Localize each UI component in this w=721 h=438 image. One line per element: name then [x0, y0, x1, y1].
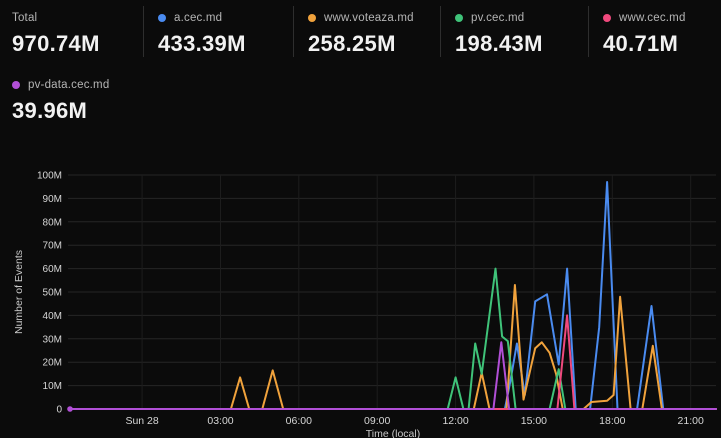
- legend-dot-icon: [12, 81, 20, 89]
- stats-row-1: Total 970.74M a.cec.md 433.39M www.votea…: [0, 6, 721, 57]
- y-axis-title: Number of Events: [13, 250, 25, 334]
- x-tick-label: 06:00: [286, 415, 312, 427]
- stat-www-voteaza-md[interactable]: www.voteaza.md 258.25M: [293, 6, 440, 57]
- y-tick-label: 0: [56, 405, 62, 416]
- y-tick-label: 70M: [43, 241, 62, 252]
- events-over-time-chart[interactable]: 0 10M 20M 30M 40M 50M 60M 70M 80M 90M 100M Sun 28 03…: [0, 160, 721, 438]
- stat-label: a.cec.md: [174, 12, 223, 24]
- y-tick-label: 40M: [43, 311, 62, 322]
- y-tick-label: 90M: [43, 194, 62, 205]
- legend-dot-icon: [308, 14, 316, 22]
- x-tick-label: 15:00: [521, 415, 547, 427]
- stat-value: 970.74M: [12, 31, 100, 56]
- y-tick-label: 50M: [43, 288, 62, 299]
- x-axis-title: Time (local): [366, 428, 420, 438]
- stat-pv-cec-md[interactable]: pv.cec.md 198.43M: [440, 6, 588, 57]
- stat-label: www.cec.md: [619, 12, 686, 24]
- legend-dot-icon: [158, 14, 166, 22]
- stat-value: 258.25M: [308, 31, 396, 56]
- stats-header: Total 970.74M a.cec.md 433.39M www.votea…: [0, 6, 721, 124]
- stat-www-cec-md[interactable]: www.cec.md 40.71M: [588, 6, 721, 57]
- stats-row-2: pv-data.cec.md 39.96M: [0, 73, 721, 124]
- stat-label: www.voteaza.md: [324, 12, 414, 24]
- legend-dot-icon: [455, 14, 463, 22]
- stat-label: Total: [12, 12, 38, 24]
- y-tick-label: 20M: [43, 358, 62, 369]
- stat-pv-data-cec-md[interactable]: pv-data.cec.md 39.96M: [0, 73, 143, 124]
- stat-value: 433.39M: [158, 31, 246, 56]
- y-tick-label: 10M: [43, 381, 62, 392]
- stat-value: 198.43M: [455, 31, 543, 56]
- series-line-pv.cec.md[interactable]: [69, 267, 717, 410]
- y-tick-label: 60M: [43, 264, 62, 275]
- stat-a-cec-md[interactable]: a.cec.md 433.39M: [143, 6, 293, 57]
- series-line-www.voteaza.md[interactable]: [69, 284, 717, 410]
- stat-total[interactable]: Total 970.74M: [0, 6, 143, 57]
- series-start-marker: [67, 406, 73, 412]
- stat-label: pv-data.cec.md: [28, 79, 110, 91]
- line-chart-canvas[interactable]: 0 10M 20M 30M 40M 50M 60M 70M 80M 90M 100M Sun 28 03…: [0, 160, 721, 438]
- x-tick-label: 03:00: [207, 415, 233, 427]
- stat-label: pv.cec.md: [471, 12, 525, 24]
- y-tick-label: 100M: [37, 171, 62, 182]
- x-tick-label: Sun 28: [125, 415, 158, 427]
- x-tick-label: 09:00: [364, 415, 390, 427]
- y-tick-label: 80M: [43, 217, 62, 228]
- legend-dot-icon: [603, 14, 611, 22]
- series-line-a.cec.md[interactable]: [69, 181, 717, 410]
- y-tick-label: 30M: [43, 334, 62, 345]
- stat-value: 39.96M: [12, 98, 88, 123]
- x-tick-label: 21:00: [678, 415, 704, 427]
- x-tick-label: 12:00: [442, 415, 468, 427]
- x-tick-label: 18:00: [599, 415, 625, 427]
- stat-value: 40.71M: [603, 31, 679, 56]
- series-line-pv-data.cec.md[interactable]: [69, 341, 717, 410]
